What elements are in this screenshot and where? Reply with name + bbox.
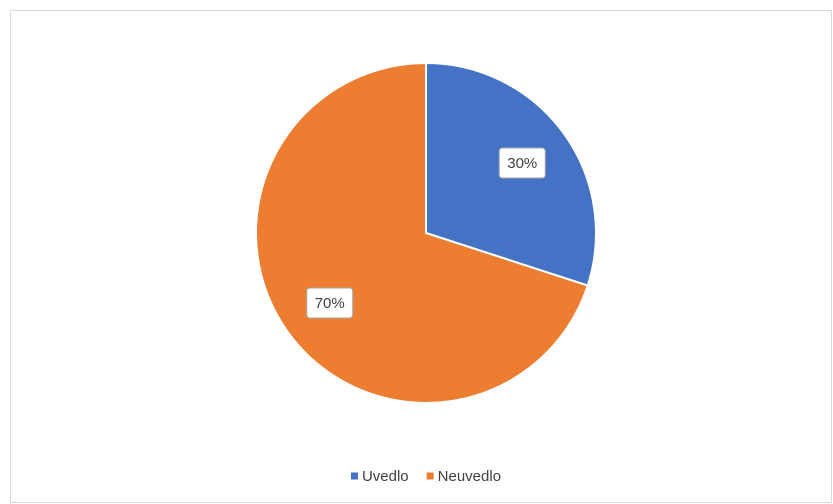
legend-swatch — [426, 472, 434, 480]
data-label: 30% — [507, 155, 537, 172]
legend-label: Uvedlo — [362, 468, 409, 485]
data-label-box — [498, 147, 546, 179]
data-label: 70% — [315, 295, 345, 312]
legend-label: Neuvedlo — [438, 468, 501, 485]
legend-swatch — [350, 472, 358, 480]
data-label-box — [306, 287, 354, 319]
